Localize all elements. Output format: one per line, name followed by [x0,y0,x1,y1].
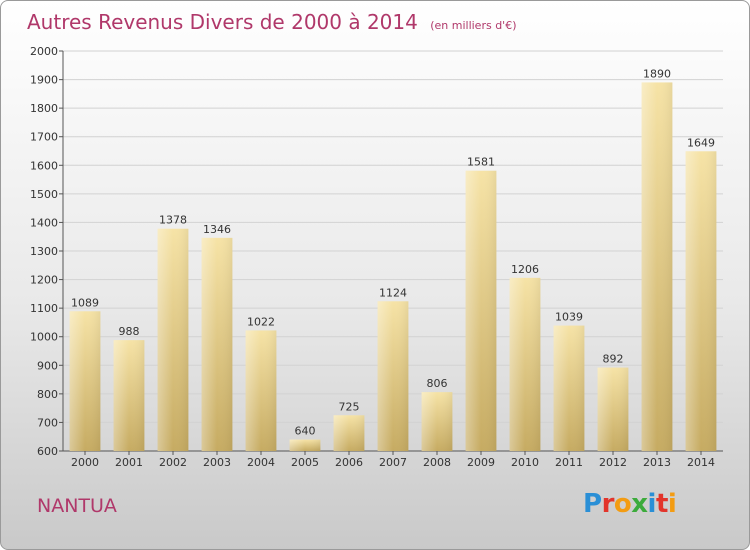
bar-shade [421,392,453,451]
city-name: NANTUA [37,495,117,517]
bar-shade [465,170,497,451]
x-tick-label: 2005 [291,456,319,469]
chart-title: Autres Revenus Divers de 2000 à 2014 (en… [27,10,517,34]
bar-value-label: 640 [295,425,316,438]
proxiti-logo[interactable]: Proxiti [583,489,677,519]
x-tick-label: 2002 [159,456,187,469]
bar-value-label: 1581 [467,156,495,169]
y-tick-label: 1000 [30,331,58,344]
y-tick-label: 700 [37,416,58,429]
label-layer: 1089 2000 988 2001 1378 2002 1346 2003 1022 2004 6… [71,67,715,469]
x-tick-label: 2014 [687,456,715,469]
bar-value-label: 988 [119,325,140,338]
bar-value-label: 1124 [379,286,407,299]
bar-value-label: 1039 [555,311,583,324]
y-tick-label: 1900 [30,74,58,87]
bar-value-label: 892 [603,353,624,366]
bar-shade [553,325,585,451]
x-tick-label: 2011 [555,456,583,469]
bar-shade [69,311,101,451]
bar-value-label: 1890 [643,67,671,80]
x-tick-label: 2003 [203,456,231,469]
y-tick-label: 600 [37,445,58,458]
x-tick-label: 2009 [467,456,495,469]
chart-subtitle: (en milliers d'€) [430,19,517,32]
y-tick-label: 1600 [30,159,58,172]
x-tick-label: 2006 [335,456,363,469]
bar-shade [597,367,629,451]
x-tick-label: 2012 [599,456,627,469]
y-tick-label: 1300 [30,245,58,258]
bar-shade [333,415,365,451]
bar-shade [377,301,409,451]
x-tick-label: 2000 [71,456,99,469]
x-tick-label: 2007 [379,456,407,469]
bar-shade [289,439,321,451]
x-tick-label: 2001 [115,456,143,469]
x-tick-label: 2010 [511,456,539,469]
bar-value-label: 1089 [71,296,99,309]
y-tick-label: 1800 [30,102,58,115]
bar-shade [685,151,717,452]
y-tick-label: 900 [37,359,58,372]
bar-shade [509,277,541,451]
bar-value-label: 725 [339,400,360,413]
y-tick-label: 800 [37,388,58,401]
y-tick-label: 1400 [30,216,58,229]
chart-title-main: Autres Revenus Divers de 2000 à 2014 [27,10,418,34]
bar-shade [245,330,277,451]
x-tick-label: 2008 [423,456,451,469]
bar-shade [641,82,673,451]
bar-value-label: 1022 [247,315,275,328]
x-tick-label: 2004 [247,456,275,469]
bar-value-label: 806 [427,377,448,390]
bar-value-label: 1378 [159,214,187,227]
bar-layer [69,82,717,452]
bar-shade [113,340,145,451]
bar-value-label: 1206 [511,263,539,276]
y-tick-label: 1700 [30,131,58,144]
bar-value-label: 1346 [203,223,231,236]
y-tick-label: 1100 [30,302,58,315]
bar-shade [157,228,189,451]
y-tick-label: 2000 [30,45,58,58]
y-tick-label: 1500 [30,188,58,201]
bar-shade [201,237,233,451]
y-tick-label: 1200 [30,274,58,287]
x-tick-label: 2013 [643,456,671,469]
bar-value-label: 1649 [687,136,715,149]
